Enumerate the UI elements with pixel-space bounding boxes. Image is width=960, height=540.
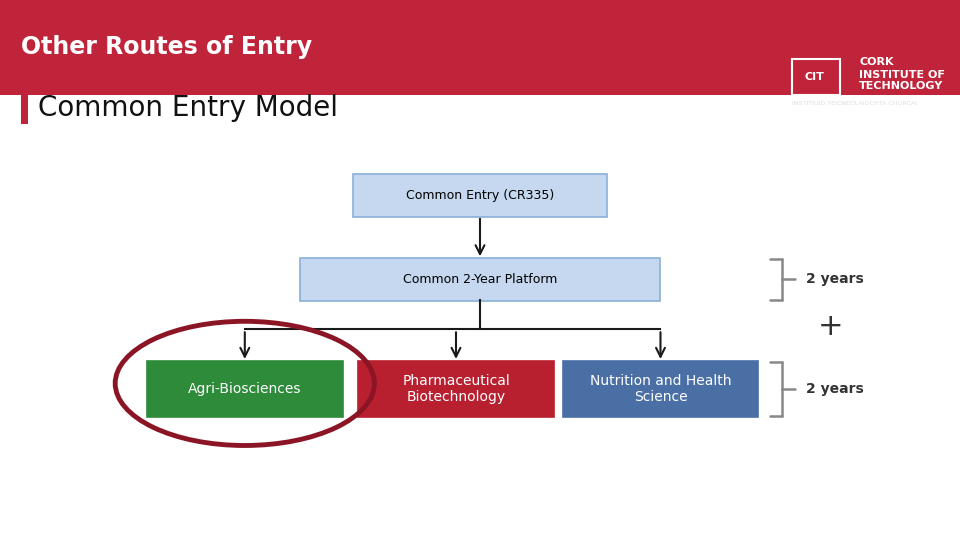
Text: 2 years: 2 years	[806, 273, 864, 286]
Text: 2 years: 2 years	[806, 382, 864, 396]
Bar	[792, 59, 840, 94]
Text: Pharmaceutical
Biotechnology: Pharmaceutical Biotechnology	[402, 374, 510, 404]
FancyBboxPatch shape	[147, 361, 343, 417]
Text: Common Entry Model: Common Entry Model	[38, 94, 338, 122]
Text: Common Entry (CR335): Common Entry (CR335)	[406, 189, 554, 202]
Text: +: +	[818, 312, 843, 341]
FancyBboxPatch shape	[300, 258, 660, 301]
Text: CORK: CORK	[859, 57, 894, 67]
Text: Agri-Biosciences: Agri-Biosciences	[188, 382, 301, 396]
Text: CIT: CIT	[804, 72, 824, 82]
Text: Common 2-Year Platform: Common 2-Year Platform	[403, 273, 557, 286]
Text: INSTITUTE OF: INSTITUTE OF	[859, 70, 945, 79]
Text: INSTITIUID TEICNEOLAIOCHTA CHORCAI: INSTITIUID TEICNEOLAIOCHTA CHORCAI	[792, 101, 917, 106]
FancyBboxPatch shape	[353, 174, 607, 217]
Bar	[21, 92, 28, 124]
Text: Nutrition and Health
Science: Nutrition and Health Science	[589, 374, 732, 404]
Bar	[0, 94, 960, 540]
Bar	[0, 0, 960, 94]
Text: TECHNOLOGY: TECHNOLOGY	[859, 82, 944, 91]
FancyBboxPatch shape	[358, 361, 554, 417]
Text: Other Routes of Entry: Other Routes of Entry	[21, 35, 312, 59]
FancyBboxPatch shape	[563, 361, 758, 417]
